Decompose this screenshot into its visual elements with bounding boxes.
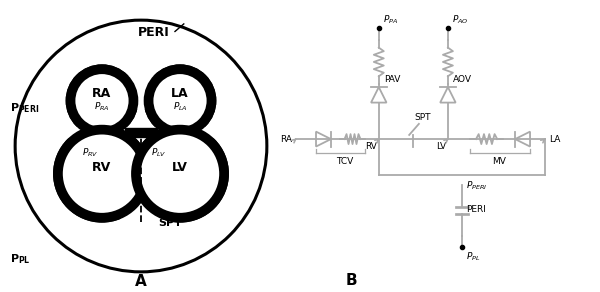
Circle shape [136,130,224,218]
Text: $\mathbf{P_{PL}}$: $\mathbf{P_{PL}}$ [10,252,31,266]
Circle shape [136,130,224,218]
Text: TCV: TCV [335,157,353,166]
Text: PAV: PAV [384,75,400,84]
Text: MV: MV [492,157,506,166]
Circle shape [15,20,267,272]
Text: RV: RV [92,161,112,174]
Text: PERI: PERI [466,205,486,214]
Text: RV: RV [365,142,377,152]
Text: AOV: AOV [453,75,472,84]
Text: $P_{RA}$: $P_{RA}$ [94,101,110,113]
Text: $\mathbf{P_{PERI}}$: $\mathbf{P_{PERI}}$ [10,101,40,115]
Text: $P_{PA}$: $P_{PA}$ [383,13,398,26]
Text: RA: RA [92,87,112,100]
Text: B: B [346,273,357,288]
Text: LV: LV [172,161,188,174]
Text: $P_{LV}$: $P_{LV}$ [151,146,166,159]
Circle shape [58,130,146,218]
Text: SPT: SPT [158,218,182,228]
Circle shape [149,69,211,132]
Circle shape [71,69,133,132]
Text: LA: LA [549,135,560,144]
Text: RA: RA [280,135,292,144]
Text: PERI: PERI [138,26,169,39]
Text: $P_{LA}$: $P_{LA}$ [173,101,187,113]
Text: $P_{RV}$: $P_{RV}$ [82,146,99,159]
Text: SPT: SPT [415,114,431,123]
Text: LV: LV [436,142,446,152]
Text: $P_{AO}$: $P_{AO}$ [452,13,469,26]
Circle shape [149,69,211,132]
Text: $P_{PERI}$: $P_{PERI}$ [466,179,487,192]
Circle shape [71,69,133,132]
Circle shape [58,130,146,218]
Text: $P_{PL}$: $P_{PL}$ [466,250,480,263]
Text: A: A [135,274,147,289]
Text: LA: LA [171,87,189,100]
